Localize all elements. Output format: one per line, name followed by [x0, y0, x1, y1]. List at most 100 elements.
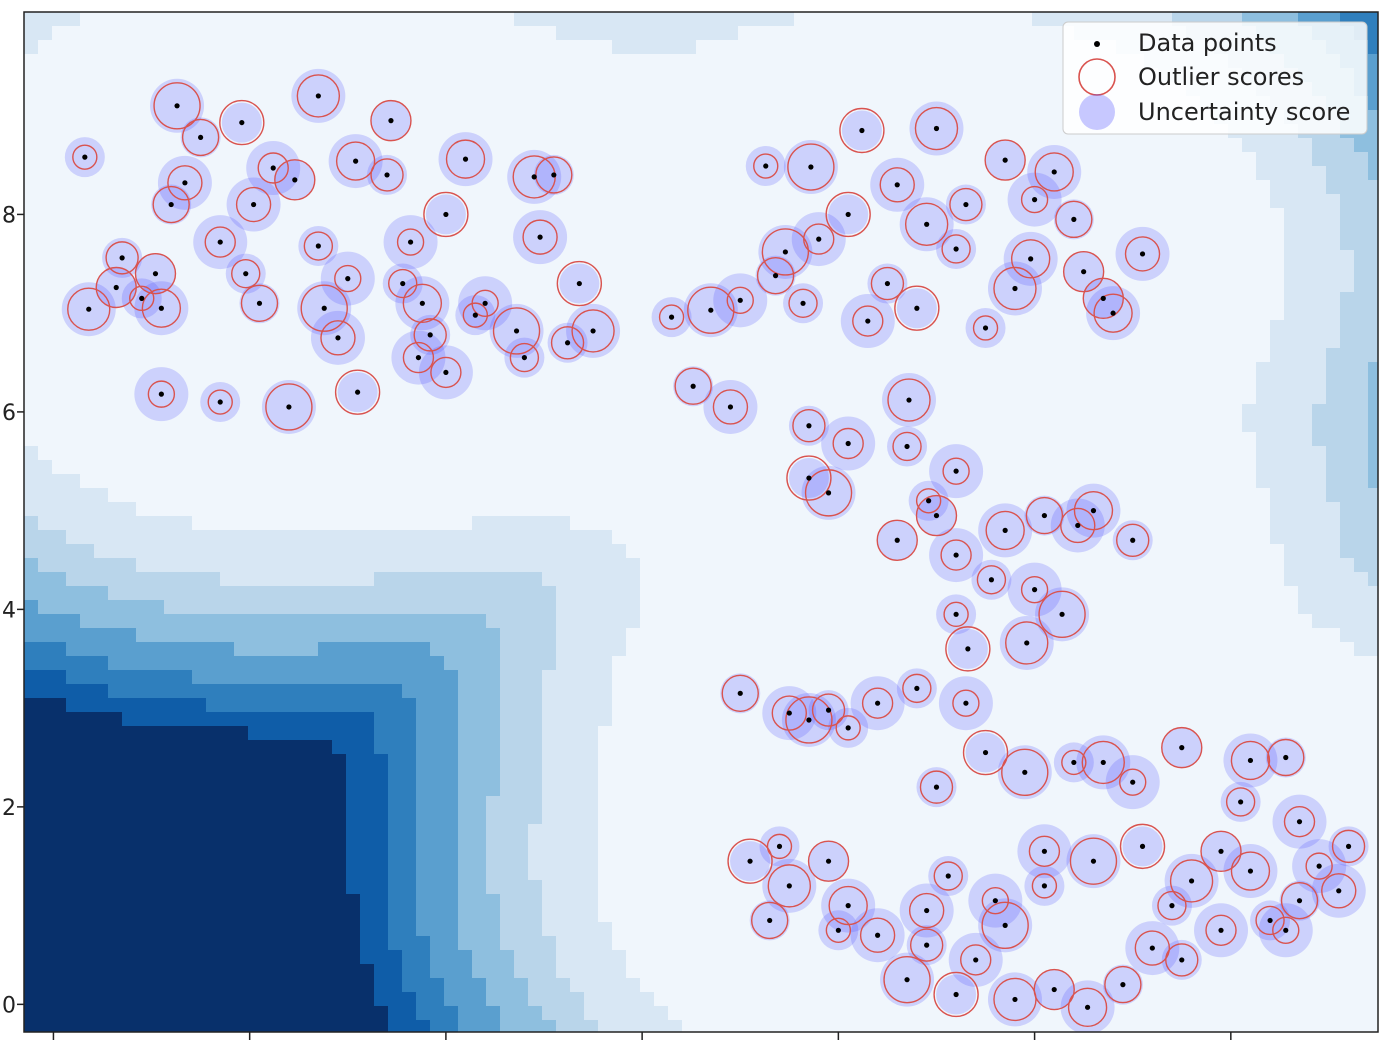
contour-cell [430, 138, 445, 153]
contour-cell [220, 642, 235, 657]
contour-cell [612, 236, 627, 251]
contour-cell [892, 138, 907, 153]
contour-cell [1186, 250, 1201, 265]
contour-cell [262, 96, 277, 111]
contour-cell [570, 194, 585, 209]
contour-cell [542, 12, 557, 27]
contour-cell [38, 54, 53, 69]
contour-cell [1172, 698, 1187, 713]
contour-cell [1130, 614, 1145, 629]
contour-cell [1186, 348, 1201, 363]
contour-cell [1214, 586, 1229, 601]
contour-cell [304, 614, 319, 629]
contour-cell [500, 656, 515, 671]
contour-cell [1354, 180, 1369, 195]
contour-cell [472, 642, 487, 657]
contour-cell [640, 194, 655, 209]
contour-cell [822, 194, 837, 209]
contour-cell [514, 110, 529, 125]
contour-cell [850, 82, 865, 97]
contour-cell [1060, 208, 1075, 223]
contour-cell [682, 572, 697, 587]
contour-cell [1158, 292, 1173, 307]
contour-cell [1032, 628, 1047, 643]
contour-cell [906, 194, 921, 209]
contour-cell [962, 54, 977, 69]
contour-cell [1270, 222, 1285, 237]
contour-cell [934, 376, 949, 391]
contour-cell [990, 642, 1005, 657]
contour-cell [682, 432, 697, 447]
contour-cell [192, 348, 207, 363]
contour-cell [962, 586, 977, 601]
contour-cell [24, 292, 39, 307]
contour-cell [738, 82, 753, 97]
contour-cell [430, 502, 445, 517]
contour-cell [934, 54, 949, 69]
contour-cell [1130, 418, 1145, 433]
contour-cell [752, 82, 767, 97]
contour-cell [990, 208, 1005, 223]
contour-cell [1158, 488, 1173, 503]
contour-cell [52, 614, 67, 629]
contour-cell [80, 642, 95, 657]
contour-cell [850, 628, 865, 643]
contour-cell [206, 348, 221, 363]
contour-cell [500, 544, 515, 559]
contour-cell [934, 194, 949, 209]
contour-cell [1200, 306, 1215, 321]
contour-cell [990, 712, 1005, 727]
contour-cell [430, 712, 445, 727]
contour-cell [794, 334, 809, 349]
contour-cell [1186, 474, 1201, 489]
contour-cell [654, 82, 669, 97]
contour-cell [780, 418, 795, 433]
contour-cell [500, 572, 515, 587]
contour-cell [430, 418, 445, 433]
contour-cell [1088, 460, 1103, 475]
contour-cell [836, 54, 851, 69]
contour-cell [598, 446, 613, 461]
contour-cell [318, 26, 333, 41]
contour-cell [1004, 474, 1019, 489]
contour-cell [626, 68, 641, 83]
contour-cell [878, 40, 893, 55]
contour-cell [150, 614, 165, 629]
contour-cell [1228, 712, 1243, 727]
contour-cell [402, 502, 417, 517]
contour-cell [66, 404, 81, 419]
contour-cell [1340, 572, 1355, 587]
contour-cell [668, 656, 683, 671]
contour-cell [290, 194, 305, 209]
contour-cell [794, 26, 809, 41]
contour-cell [668, 544, 683, 559]
contour-cell [640, 628, 655, 643]
contour-cell [24, 698, 39, 713]
contour-cell [696, 446, 711, 461]
contour-cell [794, 502, 809, 517]
contour-cell [206, 68, 221, 83]
contour-cell [1018, 418, 1033, 433]
contour-cell [136, 628, 151, 643]
contour-cell [836, 194, 851, 209]
contour-cell [710, 152, 725, 167]
contour-cell [262, 698, 277, 713]
contour-cell [1004, 54, 1019, 69]
contour-cell [1060, 586, 1075, 601]
contour-cell [108, 488, 123, 503]
contour-cell [1242, 544, 1257, 559]
contour-cell [1018, 460, 1033, 475]
contour-cell [738, 12, 753, 27]
contour-cell [192, 544, 207, 559]
contour-cell [122, 278, 137, 293]
contour-cell [136, 390, 151, 405]
contour-cell [178, 306, 193, 321]
contour-cell [626, 236, 641, 251]
contour-cell [976, 712, 991, 727]
contour-cell [1144, 348, 1159, 363]
contour-cell [374, 152, 389, 167]
contour-cell [374, 628, 389, 643]
contour-cell [710, 68, 725, 83]
contour-cell [346, 320, 361, 335]
contour-cell [192, 684, 207, 699]
